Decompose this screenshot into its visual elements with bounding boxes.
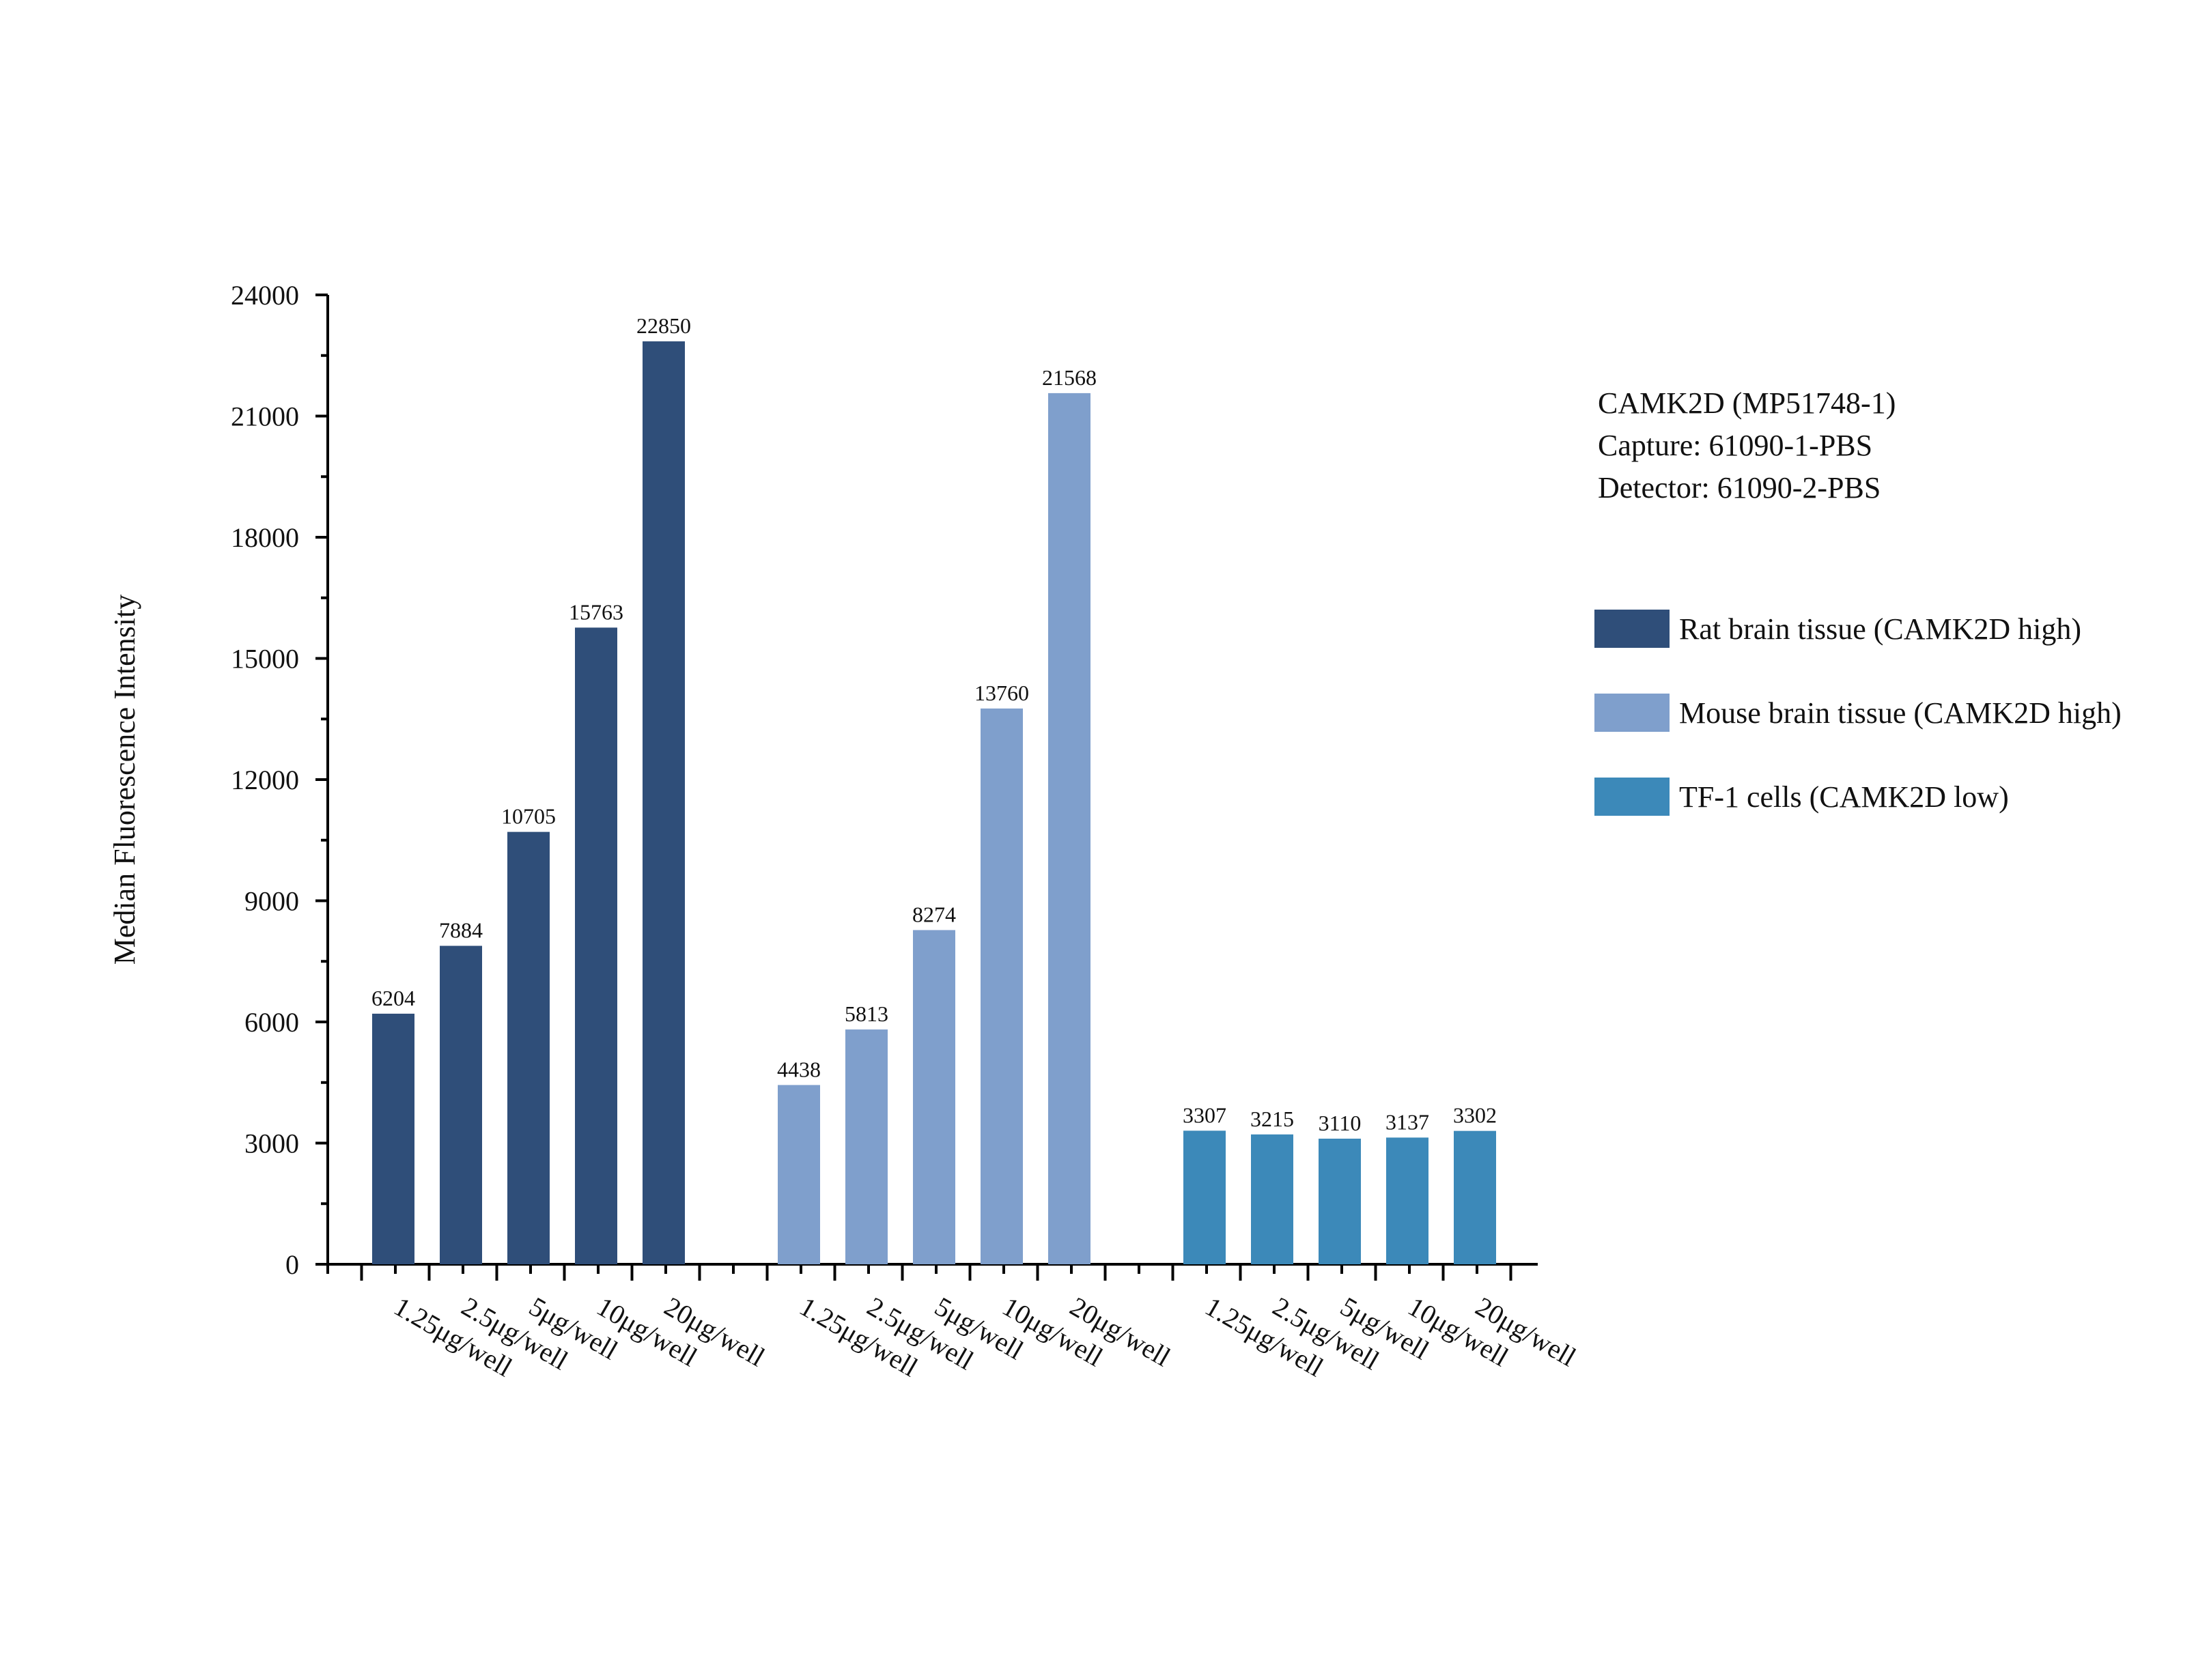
bar (1454, 1130, 1496, 1264)
chart-annotation: CAMK2D (MP51748-1) Capture: 61090-1-PBS … (1598, 382, 1896, 509)
y-tick-label: 3000 (244, 1128, 299, 1159)
legend-swatch-rat (1594, 610, 1670, 648)
legend-label-mouse: Mouse brain tissue (CAMK2D high) (1679, 696, 2122, 730)
bar-value-label: 8274 (912, 902, 956, 926)
bar (845, 1029, 888, 1264)
bar-value-label: 21568 (1042, 365, 1097, 390)
bar-value-label: 3302 (1453, 1103, 1497, 1128)
annotation-detector: Detector: 61090-2-PBS (1598, 471, 1881, 504)
bar (913, 930, 955, 1264)
legend-item-mouse: Mouse brain tissue (CAMK2D high) (1594, 694, 2122, 732)
bar (1319, 1138, 1361, 1264)
y-tick-label: 15000 (231, 644, 299, 674)
bar (1183, 1130, 1226, 1264)
bar (440, 945, 482, 1264)
bar (1251, 1134, 1293, 1264)
annotation-antibody: CAMK2D (MP51748-1) (1598, 386, 1896, 420)
legend-swatch-mouse (1594, 694, 1670, 732)
bar-value-label: 3307 (1183, 1102, 1226, 1127)
legend-item-rat: Rat brain tissue (CAMK2D high) (1594, 610, 2081, 648)
bar-value-label: 4438 (777, 1057, 821, 1081)
y-tick-label: 9000 (244, 886, 299, 917)
bar-value-label: 15763 (569, 599, 623, 624)
y-tick-label: 24000 (231, 280, 299, 311)
bar (1386, 1137, 1428, 1264)
bar (1048, 393, 1090, 1264)
bar (507, 831, 550, 1264)
bar-value-label: 3137 (1385, 1109, 1429, 1134)
bar (372, 1013, 414, 1264)
annotation-capture: Capture: 61090-1-PBS (1598, 429, 1873, 462)
bar-value-label: 5813 (845, 1001, 888, 1026)
bar-value-label: 3215 (1250, 1107, 1294, 1131)
bar-value-label: 22850 (636, 313, 691, 338)
y-tick-label: 12000 (231, 765, 299, 795)
bar (575, 627, 617, 1264)
bar (778, 1085, 820, 1264)
y-tick-label: 18000 (231, 522, 299, 553)
bar-value-label: 10705 (501, 804, 556, 829)
bar (643, 341, 685, 1265)
legend-label-rat: Rat brain tissue (CAMK2D high) (1679, 612, 2082, 646)
legend-label-tf1: TF-1 cells (CAMK2D low) (1679, 780, 2009, 814)
y-tick-label: 0 (285, 1249, 299, 1280)
bar-value-label: 3110 (1319, 1111, 1362, 1135)
bar-value-label: 6204 (371, 986, 415, 1010)
legend-swatch-tf1 (1594, 778, 1670, 816)
y-tick-label: 21000 (231, 401, 299, 432)
bar-value-label: 7884 (439, 918, 483, 943)
legend-item-tf1: TF-1 cells (CAMK2D low) (1594, 778, 2009, 816)
y-tick-label: 6000 (244, 1007, 299, 1038)
bar-value-label: 13760 (974, 681, 1029, 705)
y-axis-title: Median Fluorescence Intensity (108, 595, 141, 965)
bar (981, 708, 1023, 1264)
